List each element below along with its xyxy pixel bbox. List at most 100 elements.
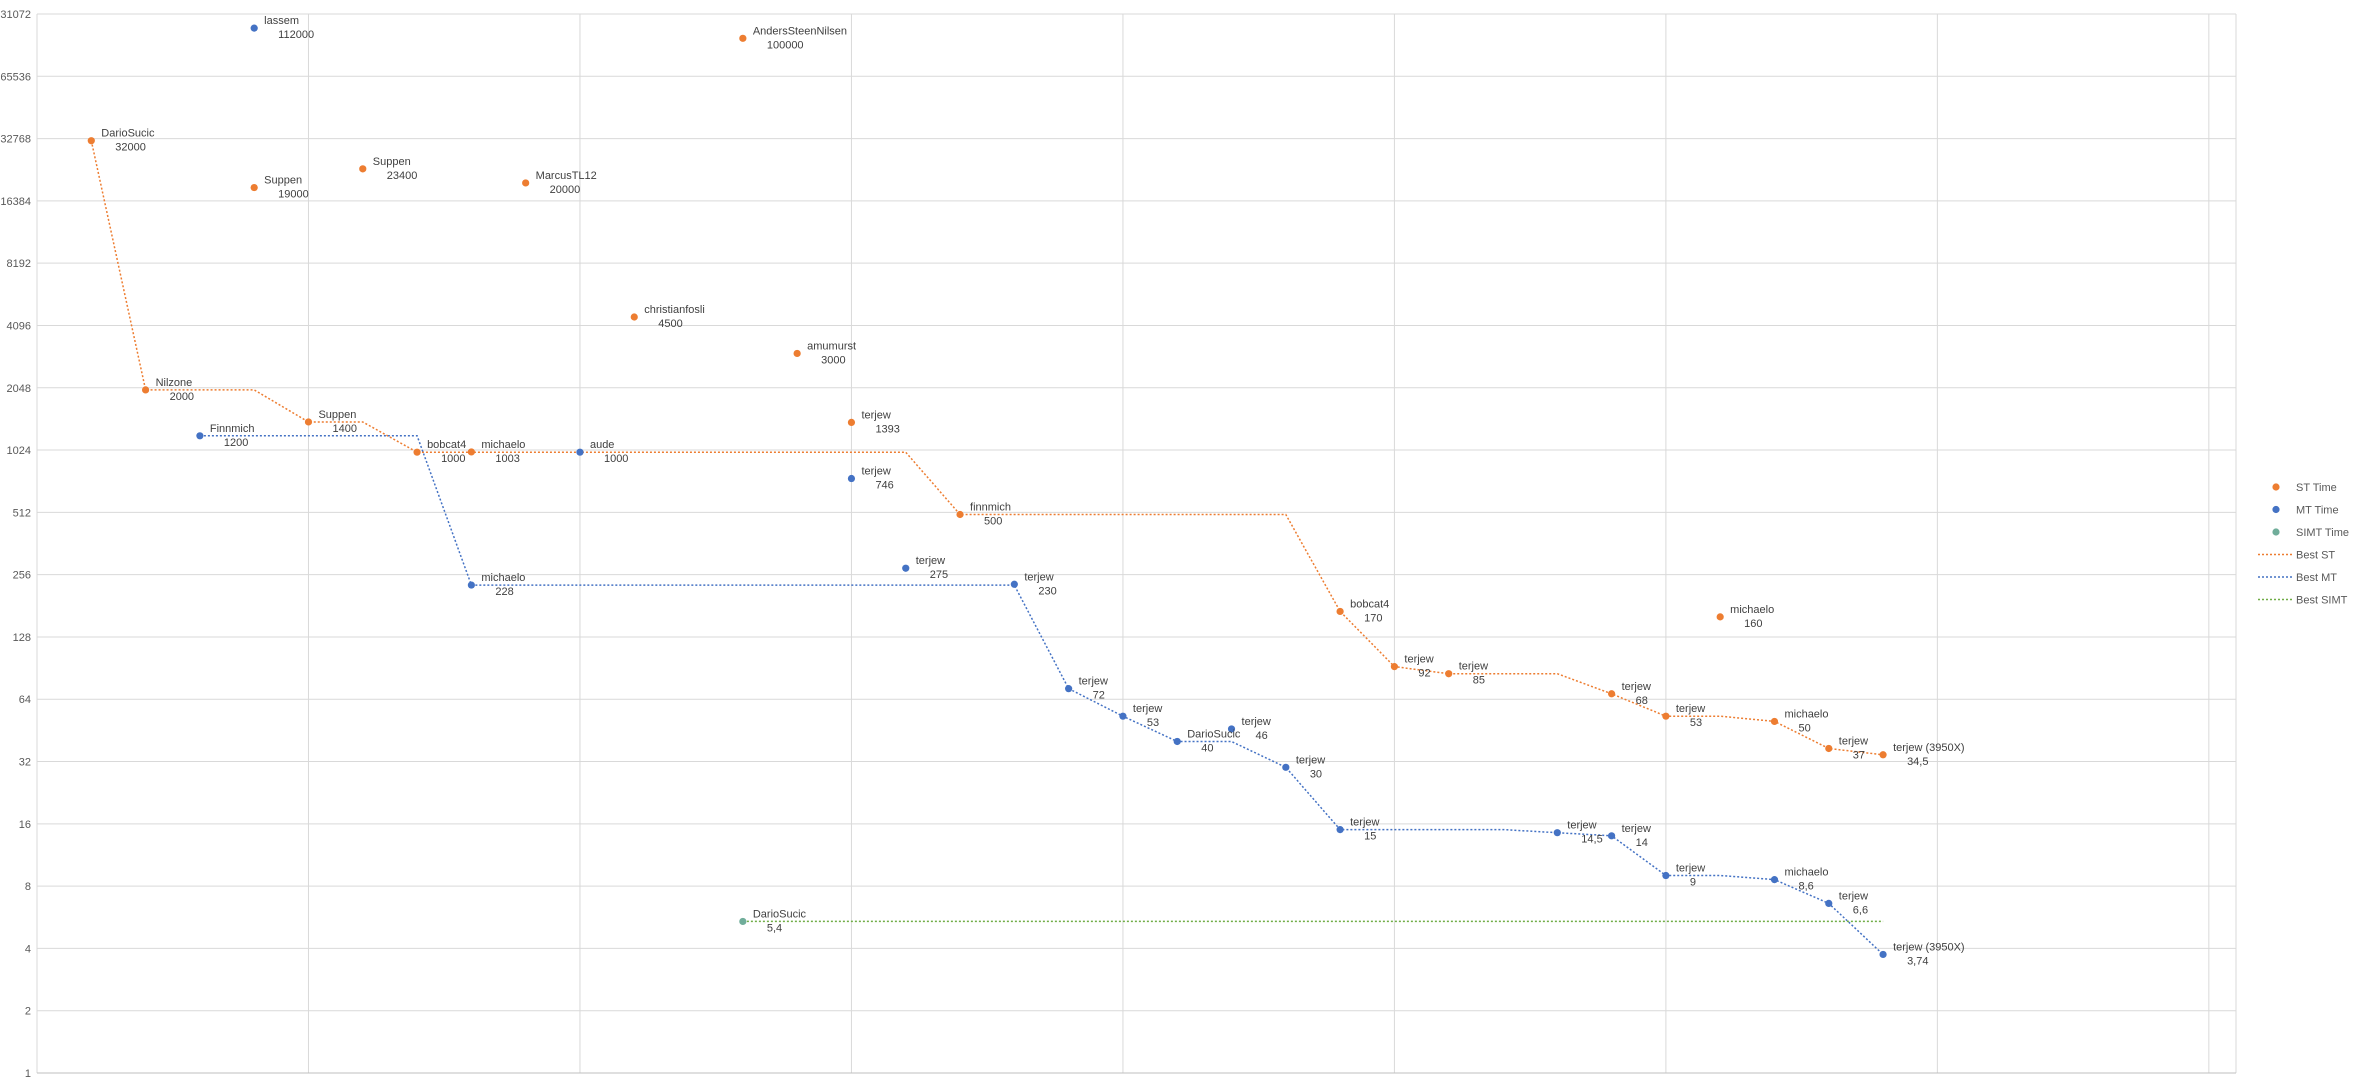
data-point: [739, 917, 747, 926]
data-label-value: 15: [1364, 831, 1376, 843]
data-point: [1879, 751, 1887, 759]
data-label-value: 40: [1201, 742, 1213, 754]
data-point: [1553, 829, 1561, 837]
data-label-value: 85: [1473, 675, 1485, 687]
data-label-name: terjew: [916, 555, 945, 567]
data-label-value: 53: [1690, 717, 1702, 729]
data-label-value: 275: [930, 569, 948, 581]
data-label-value: 112000: [278, 29, 314, 41]
best-lines: [90, 140, 1884, 956]
y-tick-label: 16384: [0, 196, 31, 208]
data-point: [359, 165, 367, 173]
y-tick-label: 2048: [7, 383, 31, 395]
data-label-name: terjew: [1459, 661, 1488, 673]
y-tick-label: 8192: [7, 258, 31, 270]
y-tick-label: 2: [25, 1006, 31, 1018]
data-point: [956, 510, 964, 519]
data-label-name: DarioSucic: [1187, 728, 1241, 740]
data-label-name: michaelo: [481, 439, 525, 451]
data-point: [1825, 899, 1833, 908]
data-label-value: 500: [984, 515, 1002, 527]
data-label-value: 1393: [875, 423, 899, 435]
data-label-value: 1000: [604, 453, 628, 465]
data-label-value: 9: [1690, 877, 1696, 889]
data-labels: DarioSucic 32000 Nilzone 2000 Suppen 19000 Sup…: [101, 15, 1964, 967]
data-label-value: 228: [495, 586, 513, 598]
data-label-value: 23400: [387, 170, 418, 182]
y-tick-label: 64: [19, 694, 31, 706]
data-label-value: 746: [875, 480, 893, 492]
data-label-name: michaelo: [481, 572, 525, 584]
data-label-name: Suppen: [318, 409, 356, 421]
legend-marker: [2272, 505, 2280, 514]
y-tick-label: 256: [13, 570, 31, 582]
gridlines: [36, 13, 2237, 1074]
data-label-value: 20000: [550, 184, 581, 196]
data-point: [1770, 717, 1779, 726]
y-tick-label: 4: [25, 943, 31, 955]
data-label-value: 1200: [224, 437, 248, 449]
data-label-name: Finnmich: [210, 423, 255, 435]
data-point: [847, 418, 856, 427]
data-label-value: 1400: [332, 423, 356, 435]
data-point: [1607, 690, 1616, 698]
data-label-value: 6,6: [1853, 904, 1868, 916]
best-line-best-mt: [199, 435, 1884, 956]
data-label-name: lassem: [264, 15, 299, 27]
data-label-name: christianfosli: [644, 304, 705, 316]
data-point: [1173, 737, 1181, 746]
data-label-value: 19000: [278, 189, 309, 201]
legend-label: Best ST: [2296, 550, 2335, 562]
data-label-value: 2000: [170, 391, 194, 403]
data-label-name: terjew: [1296, 754, 1325, 766]
y-tick-label: 32: [19, 757, 31, 769]
data-point: [1010, 580, 1018, 588]
data-label-value: 53: [1147, 717, 1159, 729]
data-point: [413, 448, 421, 456]
legend-label: ST Time: [2296, 482, 2337, 494]
data-label-value: 3,74: [1907, 955, 1928, 967]
data-point: [902, 564, 910, 572]
y-tick-label: 32768: [0, 134, 31, 146]
legend-marker: [2272, 483, 2280, 491]
data-point: [1662, 712, 1670, 720]
data-label-value: 1003: [495, 453, 519, 465]
data-label-name: terjew: [1024, 571, 1053, 583]
y-tick-label: 4096: [7, 320, 31, 332]
data-label-value: 8,6: [1798, 881, 1813, 893]
data-label-name: DarioSucic: [753, 908, 807, 920]
data-points: [87, 24, 1887, 959]
data-point: [196, 432, 204, 440]
data-point: [1825, 744, 1833, 753]
data-point: [739, 34, 747, 42]
data-label-value: 46: [1256, 730, 1268, 742]
data-label-name: michaelo: [1784, 708, 1828, 720]
data-point: [250, 24, 258, 32]
data-label-name: finnmich: [970, 501, 1011, 513]
data-label-name: terjew: [1622, 681, 1651, 693]
data-label-value: 230: [1038, 585, 1056, 597]
data-point: [576, 448, 584, 456]
data-label-value: 160: [1744, 618, 1762, 630]
legend-label: MT Time: [2296, 505, 2339, 517]
data-label-name: terjew: [1242, 716, 1271, 728]
data-label-name: terjew: [861, 409, 890, 421]
data-label-name: Suppen: [264, 175, 302, 187]
data-label-name: amumurst: [807, 340, 856, 352]
y-tick-label: 16: [19, 819, 31, 831]
data-point: [1662, 871, 1670, 880]
data-label-name: terjew: [1622, 823, 1651, 835]
y-tick-label: 1024: [7, 445, 31, 457]
data-label-name: terjew: [1079, 676, 1108, 688]
data-point: [87, 137, 95, 145]
data-label-value: 68: [1636, 695, 1648, 707]
data-point: [793, 349, 801, 358]
data-point: [1065, 685, 1073, 693]
data-point: [141, 386, 150, 394]
data-label-name: michaelo: [1730, 604, 1774, 616]
data-label-value: 100000: [767, 39, 804, 51]
data-label-value: 30: [1310, 768, 1322, 780]
data-point: [1879, 950, 1887, 959]
